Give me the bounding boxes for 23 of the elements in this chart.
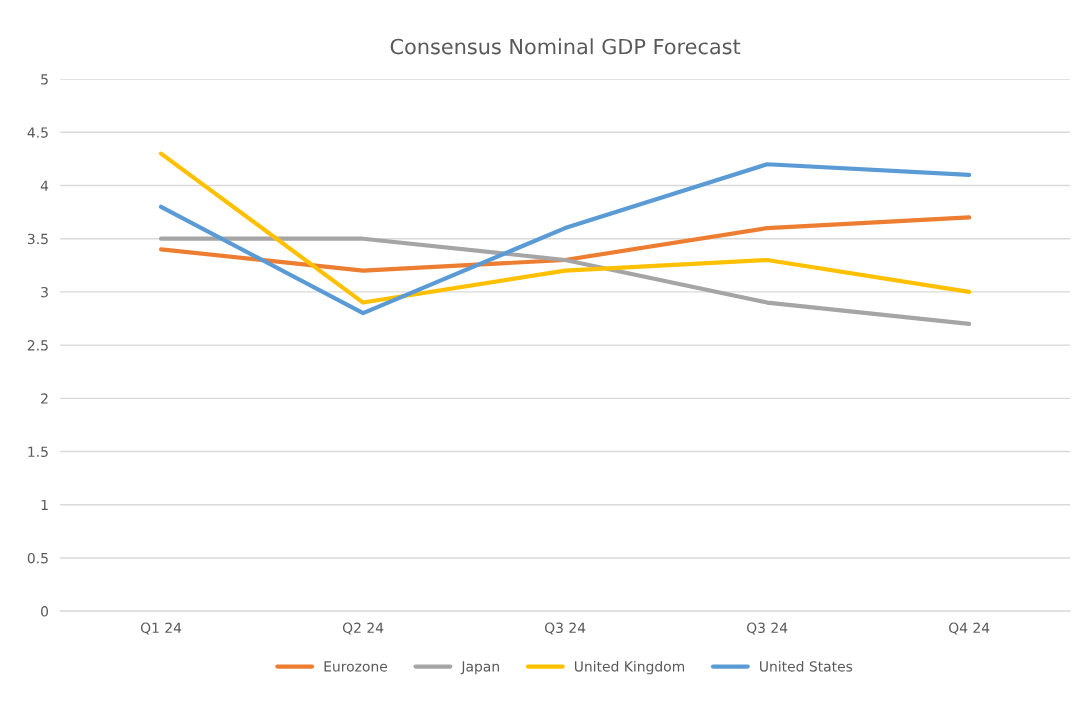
y-tick-label: 2.5	[27, 340, 48, 351]
y-tick-label: 1.5	[28, 446, 48, 458]
y-tick-label: 3.5	[27, 233, 48, 245]
y-tick-label: 5	[41, 74, 48, 85]
y-tick-label: 4.5	[27, 127, 48, 138]
y-tick-label: 0.5	[27, 552, 48, 564]
y-tick-label: 2	[41, 393, 48, 404]
legend-label: United States	[760, 660, 853, 672]
x-tick-label: Q4 24	[949, 622, 990, 635]
line-series	[158, 215, 972, 273]
x-tick-label: Q1 24	[140, 622, 182, 635]
x-tick-label: Q3 24	[746, 622, 788, 635]
chart-title: Consensus Nominal GDP Forecast	[390, 38, 741, 55]
line-series	[158, 236, 972, 326]
y-tick-label: 0	[41, 606, 49, 617]
x-tick-label: Q3 24	[544, 622, 586, 635]
legend-label: United Kingdom	[574, 660, 685, 675]
legend-label: Japan	[460, 661, 499, 675]
legend-label: Eurozone	[324, 661, 388, 672]
x-tick-label: Q2 24	[342, 622, 384, 635]
y-tick-label: 3	[41, 286, 48, 298]
y-tick-label: 1	[41, 499, 48, 511]
y-tick-label: 4	[40, 180, 49, 191]
